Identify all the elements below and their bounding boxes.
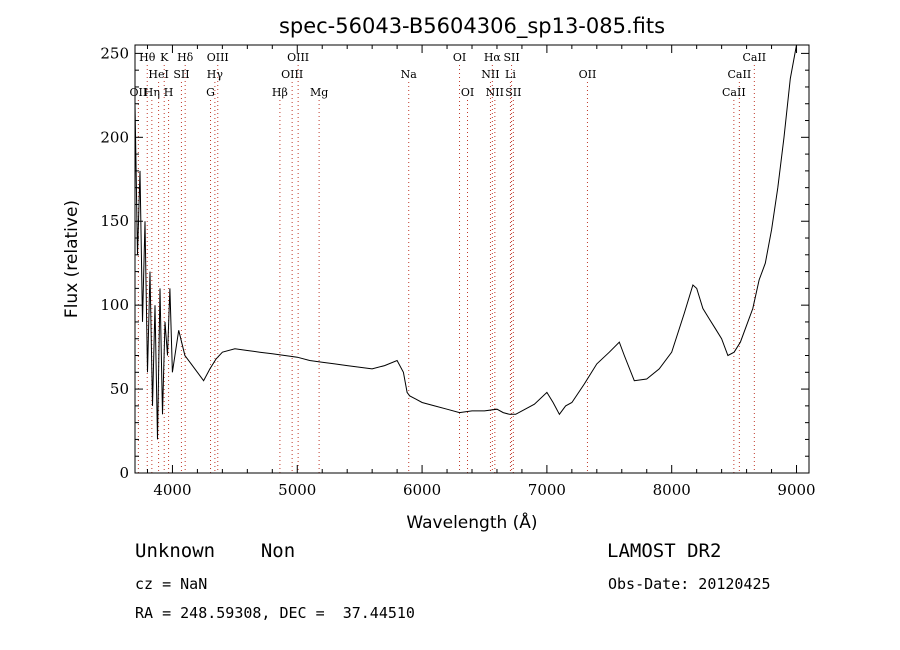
axis-ticks-layer: 4000 5000 6000 7000 8000 9000 0 50 100 150 200 250 [100,44,815,499]
spectral-line-label: OI [453,51,466,64]
y-tick-label: 150 [100,212,129,230]
series-layer [134,44,797,440]
x-tick-label: 9000 [777,481,815,499]
obs-date-text: Obs-Date: 20120425 [608,575,771,593]
chart-title: spec-56043-B5604306_sp13-085.fits [279,14,665,39]
y-tick-label: 100 [100,296,129,314]
spectral-line-label: Hα [484,51,502,64]
x-tick-label: 6000 [403,481,441,499]
spectral-line-label: Hδ [177,51,194,64]
spectral-line-label: G [206,86,215,99]
spectral-line-label: H [164,86,174,99]
spectrum-series-line [134,44,797,440]
spectral-line-label: HeI [148,68,168,81]
y-tick-label: 50 [110,380,129,398]
spectral-line-label: SII [503,51,519,64]
spectral-line-label: OI [461,86,474,99]
spectral-line-label: CaII [722,86,746,99]
spectral-line-label: Mg [310,86,328,99]
x-axis-label: Wavelength (Å) [406,511,537,533]
x-tick-label: 8000 [653,481,691,499]
spectral-line-label: CaII [728,68,752,81]
redshift-text: cz = NaN [135,575,208,593]
object-class-text: Unknown Non [135,540,296,562]
spectral-line-label: NII [481,68,499,81]
y-tick-label: 0 [119,464,129,482]
spectral-line-label: OII [130,86,148,99]
plot-frame [134,44,810,474]
spectral-line-label: SII [173,68,189,81]
spectral-line-label: Hγ [207,68,224,81]
spectral-line-label: Na [401,68,418,81]
coordinates-text: RA = 248.59308, DEC = 37.44510 [135,604,415,622]
x-tick-label: 5000 [278,481,316,499]
spectral-line-label: Hβ [272,86,288,99]
x-tick-label: 4000 [153,481,191,499]
spectral-line-label: OIII [207,51,229,64]
x-tick-label: 7000 [528,481,566,499]
spectral-line-label: K [160,51,169,64]
spectral-line-label: OIII [287,51,309,64]
y-tick-label: 200 [100,128,129,146]
spectral-line-label: CaII [742,51,766,64]
y-tick-label: 250 [100,44,129,62]
spectral-line-label: Li [505,68,516,81]
spectral-line-label: NII [486,86,504,99]
spectral-line-label: Hη [144,86,160,99]
spectral-line-label: OIII [281,68,303,81]
y-axis-label: Flux (relative) [62,200,82,318]
survey-label: LAMOST DR2 [607,540,722,562]
spectral-line-label: OII [579,68,597,81]
spectral-line-label: Hθ [139,51,156,64]
spectral-line-label: SII [505,86,521,99]
